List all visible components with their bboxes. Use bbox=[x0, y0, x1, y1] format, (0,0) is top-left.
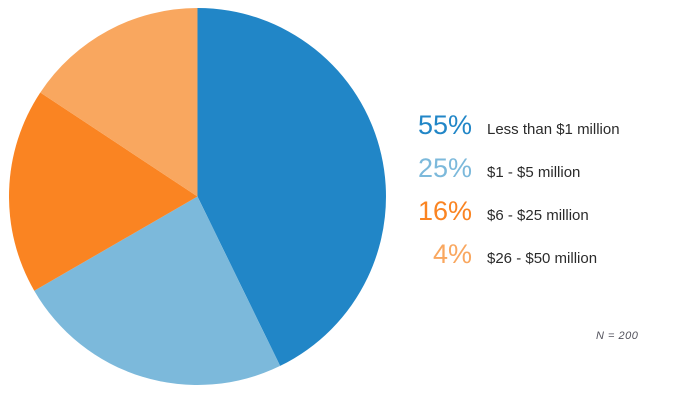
pie-chart bbox=[9, 8, 386, 385]
legend: 55% Less than $1 million 25% $1 - $5 mil… bbox=[410, 104, 620, 276]
legend-percent: 25% bbox=[417, 153, 472, 183]
legend-item: 25% $1 - $5 million bbox=[410, 147, 620, 190]
legend-percent: 4% bbox=[432, 239, 472, 269]
legend-label: $1 - $5 million bbox=[487, 164, 581, 181]
legend-label: Less than $1 million bbox=[487, 121, 620, 138]
pie-slice-1 bbox=[34, 196, 281, 385]
pie-slice-2 bbox=[9, 92, 198, 291]
legend-label: $26 - $50 million bbox=[487, 250, 598, 267]
pie-slice-3 bbox=[40, 8, 198, 197]
legend-percent: 55% bbox=[417, 110, 472, 140]
legend-percent: 16% bbox=[417, 196, 472, 226]
legend-item: 4% $26 - $50 million bbox=[410, 233, 620, 276]
pie-slice-0 bbox=[197, 8, 386, 366]
legend-label: $6 - $25 million bbox=[487, 207, 589, 224]
legend-item: 55% Less than $1 million bbox=[410, 104, 620, 147]
legend-item: 16% $6 - $25 million bbox=[410, 190, 620, 233]
sample-size-note: N = 200 bbox=[596, 330, 639, 342]
